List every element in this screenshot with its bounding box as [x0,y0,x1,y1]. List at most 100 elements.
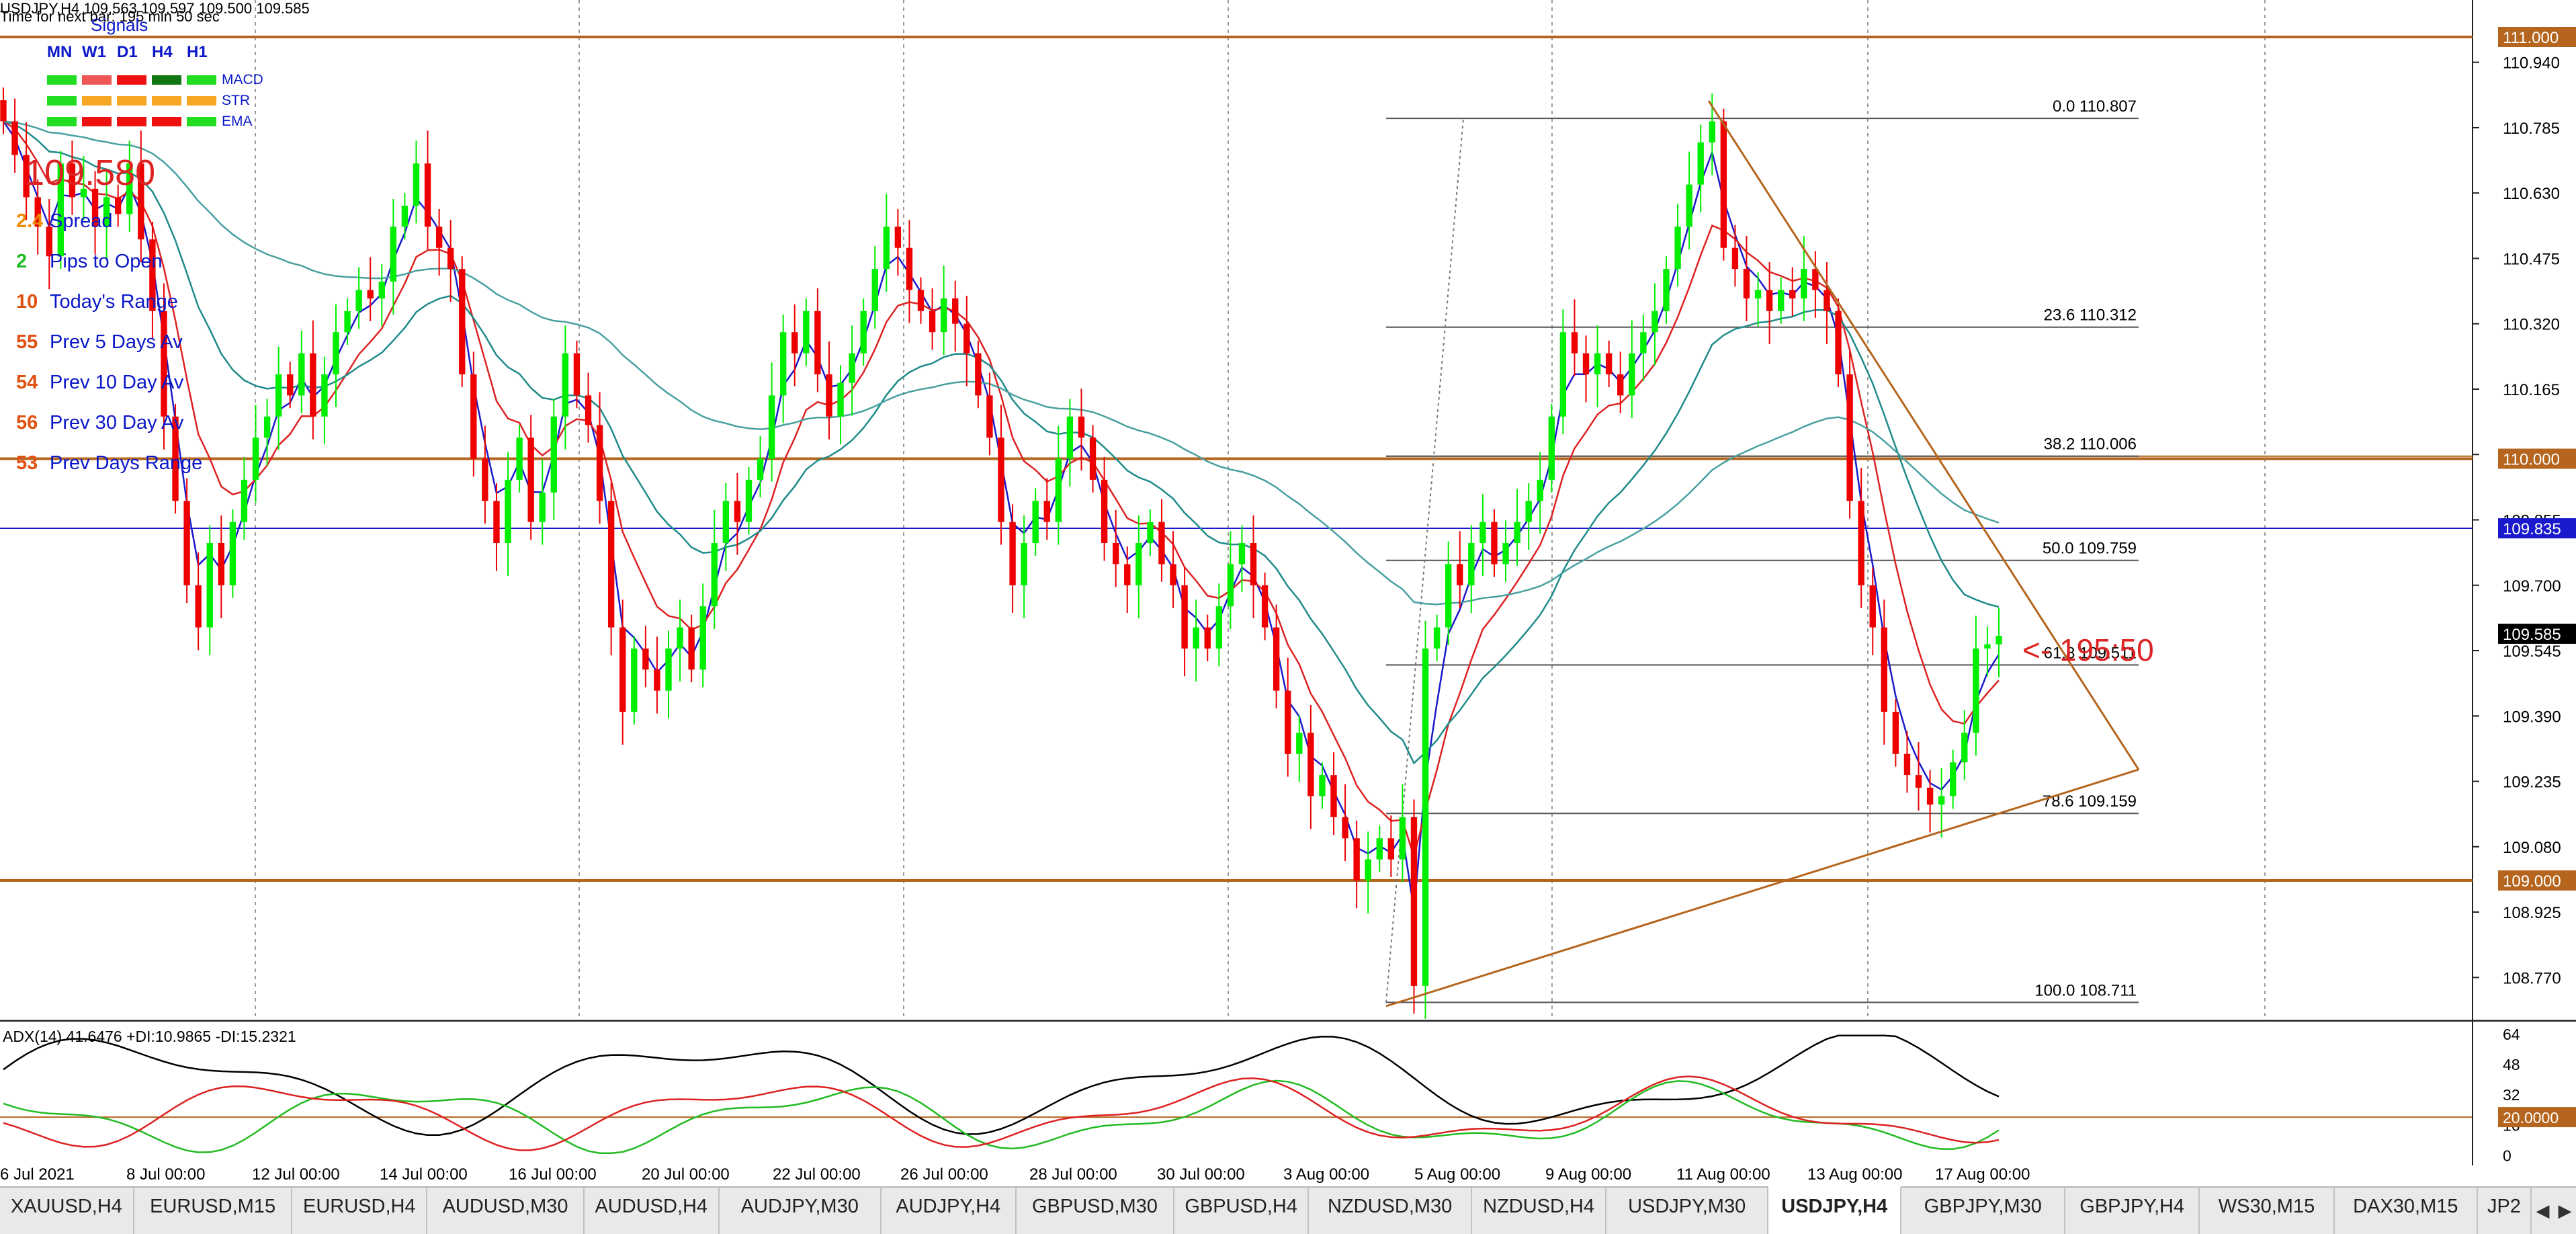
signal-cell [82,75,112,85]
adx-tick-label: 32 [2503,1086,2520,1104]
adx-indicator-panel[interactable]: ADX(14) 41.6476 +DI:10.9865 -DI:15.2321 6… [0,1022,2576,1165]
stat-value: 56 [16,412,38,434]
candle-body [1135,543,1142,585]
candle-body [1938,796,1945,805]
candle-body [883,227,890,270]
chart-tab[interactable]: EURUSD,M15 [134,1188,293,1234]
chart-tab[interactable]: XAUUSD,H4 [0,1188,134,1234]
adx-level-marker: 20.0000 [2503,1109,2559,1126]
chart-tab[interactable]: EURUSD,H4 [292,1188,428,1234]
candle-body [1009,522,1016,585]
candle-body [378,281,385,299]
chart-tab[interactable]: NZDUSD,H4 [1472,1188,1607,1234]
signal-row: EMA [47,114,253,130]
candle-body [1686,184,1692,227]
chart-tab[interactable]: GBPJPY,M30 [1901,1188,2066,1234]
adx-lines: ADX(14) 41.6476 +DI:10.9865 -DI:15.2321 6… [0,1022,2576,1165]
candle-body [344,311,351,333]
chart-tab[interactable]: AUDJPY,M30 [720,1188,882,1234]
candle-body [654,669,660,691]
candle-body [1858,501,1864,585]
chart-tab[interactable]: AUDUSD,H4 [585,1188,720,1234]
chart-tab[interactable]: GBPJPY,H4 [2065,1188,2200,1234]
price-tick-label: 110.320 [2503,316,2560,334]
candle-body [1617,374,1624,396]
candle-body [1376,838,1383,860]
price-marker-label: 110.000 [2503,451,2560,469]
trend-lines[interactable] [1385,100,2140,1007]
chart-tab[interactable]: AUDUSD,M30 [427,1188,585,1234]
stat-row: 55 Prev 5 Days Av [16,331,183,354]
adx-label: ADX(14) 41.6476 +DI:10.9865 -DI:15.2321 [3,1028,296,1045]
candle-body [1537,479,1543,501]
candle-body [34,197,41,227]
candle-body [0,100,7,122]
chart-tab[interactable]: WS30,M15 [2200,1188,2335,1234]
candle-body [459,269,466,374]
chart-tab[interactable]: GBPUSD,H4 [1174,1188,1310,1234]
time-axis-label: 28 Jul 00:00 [1029,1165,1117,1184]
tab-scroll-right-icon[interactable]: ▶ [2558,1200,2572,1221]
symbol-quote-line: USDJPY,H4 109.563 109.597 109.500 109.58… [0,0,310,17]
candle-body [333,332,339,374]
signal-cell [117,117,146,126]
chart-tab[interactable]: NZDUSD,M30 [1309,1188,1473,1234]
candle-body [837,382,844,417]
price-marker-bg [2498,448,2576,469]
candle-body [287,374,294,396]
candle-body [1399,817,1406,860]
chart-tab[interactable]: DAX30,M15 [2335,1188,2478,1234]
signal-cell [47,96,77,106]
candle-body [1066,416,1074,459]
signal-row-label: STR [222,93,250,108]
price-marker-label: 111.000 [2503,29,2559,47]
fib-level-label: 100.0 108.711 [2034,981,2137,999]
candle-body [906,247,913,290]
candle-body [275,374,282,417]
time-axis-label: 30 Jul 00:00 [1157,1165,1245,1184]
candle-body [745,479,753,522]
chart-tab[interactable]: GBPUSD,M30 [1017,1188,1175,1234]
candle-body [1445,564,1452,628]
candle-body [539,492,546,522]
signal-row-label: MACD [222,72,263,87]
candle-body [1204,627,1211,649]
candle-body [963,323,970,354]
chart-tab[interactable]: JP2 [2478,1188,2532,1234]
candle-body [46,227,52,257]
chart-tab[interactable]: AUDJPY,H4 [882,1188,1017,1234]
price-tick-label: 108.925 [2503,904,2561,922]
price-chart[interactable]: 0.0 110.807 23.6 110.312 38.2 110.006 50.0 … [0,0,2576,1022]
candle-body [1387,838,1395,860]
candle-body [734,501,741,522]
candle-body [1410,817,1418,986]
price-marker-label: 109.835 [2503,520,2561,538]
candle-body [998,438,1004,522]
candle-body [1801,269,1807,299]
signal-timeframe-label: W1 [82,43,106,61]
tab-scroll-left-icon[interactable]: ◀ [2536,1200,2550,1221]
time-axis-label: 22 Jul 00:00 [773,1165,861,1184]
candle-body [1457,564,1463,585]
candle-body [1158,522,1165,565]
price-marker-bg [2498,623,2576,644]
stat-row: 54 Prev 10 Day Av [16,372,183,394]
price-tick-label: 109.545 [2503,643,2561,661]
candle-body [665,648,672,691]
candle-body [1777,290,1785,311]
chart-tab[interactable]: USDJPY,M30 [1606,1188,1769,1234]
chart-tab[interactable]: USDJPY,H4 [1768,1186,1902,1234]
fibonacci-retracement[interactable]: 0.0 110.807 23.6 110.312 38.2 110.006 50.0 … [1385,97,2139,1003]
current-price-large: 109.580 [24,153,156,193]
candle-body [952,298,959,324]
signal-row: MACD [47,72,263,88]
price-marker-bg [2498,27,2576,47]
price-marker-bg [2498,518,2576,539]
candle-body [917,290,925,311]
adx-tick-label: 48 [2503,1056,2520,1073]
candle-body [940,298,947,333]
candle-body [1502,543,1509,565]
price-marker-label: 109.585 [2503,626,2561,644]
adx-level-marker-bg [2498,1107,2576,1128]
price-tick-label: 109.390 [2503,708,2561,726]
